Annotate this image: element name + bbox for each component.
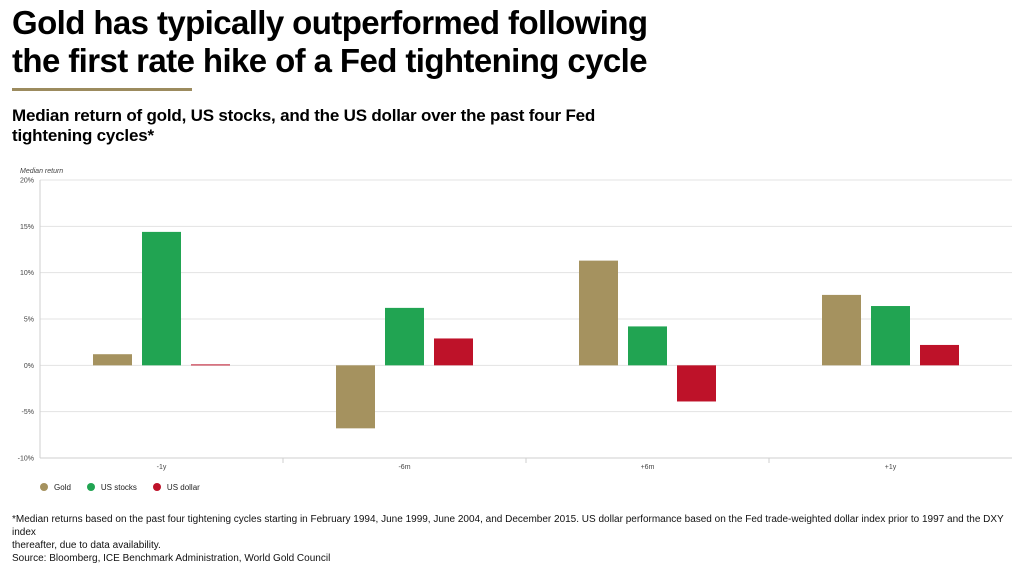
y-tick-label: -10% bbox=[18, 456, 34, 463]
legend-item-us-stocks: US stocks bbox=[86, 482, 137, 492]
y-tick-label: -5% bbox=[22, 409, 34, 416]
bar-gold--1y bbox=[93, 354, 132, 366]
y-tick-label: 5% bbox=[24, 317, 34, 324]
y-tick-label: 20% bbox=[20, 178, 34, 185]
x-tick-label: -1y bbox=[157, 464, 167, 471]
chart-title-line-2: the first rate hike of a Fed tightening … bbox=[12, 42, 648, 79]
bar-us-stocks--1y bbox=[142, 231, 181, 366]
chart-title: Gold has typically outperformed followin… bbox=[12, 4, 1012, 80]
source-note: Source: Bloomberg, ICE Benchmark Adminis… bbox=[12, 553, 331, 564]
y-tick-label: 10% bbox=[20, 270, 34, 277]
legend-swatch bbox=[86, 483, 95, 491]
chart-subtitle-line-2: tightening cycles* bbox=[12, 126, 154, 145]
x-tick-label: -6m bbox=[398, 464, 410, 471]
chart-legend: Gold US stocks US dollar bbox=[40, 480, 216, 494]
chart-title-line-1: Gold has typically outperformed followin… bbox=[12, 4, 648, 41]
bar-chart: Median return -10% -5% 0% 5% 10% 15% 20% -1y -6m +… bbox=[18, 168, 1012, 471]
bar-gold--6m bbox=[336, 365, 375, 429]
y-axis-label: Median return bbox=[20, 168, 63, 175]
chart-footnote: *Median returns based on the past four t… bbox=[12, 513, 1017, 565]
bar-us-dollar-+1y bbox=[920, 344, 959, 366]
x-tick-label: +6m bbox=[641, 464, 655, 471]
legend-swatch bbox=[40, 483, 48, 491]
title-accent-rule bbox=[12, 88, 192, 91]
bar-us-dollar--6m bbox=[434, 338, 473, 366]
legend-label: US dollar bbox=[166, 482, 200, 492]
bar-us-stocks-+6m bbox=[628, 326, 667, 366]
bar-us-stocks-+1y bbox=[871, 306, 910, 366]
legend-item-gold: Gold bbox=[40, 483, 71, 492]
chart-subtitle: Median return of gold, US stocks, and th… bbox=[12, 106, 632, 146]
footnote-line-1: *Median returns based on the past four t… bbox=[12, 514, 1004, 538]
bar-gold-+1y bbox=[822, 294, 861, 366]
y-tick-label: 15% bbox=[20, 224, 34, 231]
y-tick-label: 0% bbox=[24, 363, 34, 370]
bar-us-stocks--6m bbox=[385, 307, 424, 366]
bar-gold-+6m bbox=[579, 260, 618, 366]
legend-swatch bbox=[152, 483, 161, 491]
x-tick-label: +1y bbox=[885, 464, 897, 471]
chart-subtitle-line-1: Median return of gold, US stocks, and th… bbox=[12, 106, 596, 125]
legend-label: Gold bbox=[54, 482, 71, 492]
legend-item-us-dollar: US dollar bbox=[152, 482, 200, 492]
bar-us-dollar--1y bbox=[191, 364, 230, 366]
bar-us-dollar-+6m bbox=[677, 365, 716, 402]
footnote-line-2: thereafter, due to data availability. bbox=[12, 540, 161, 551]
legend-label: US stocks bbox=[100, 482, 137, 492]
